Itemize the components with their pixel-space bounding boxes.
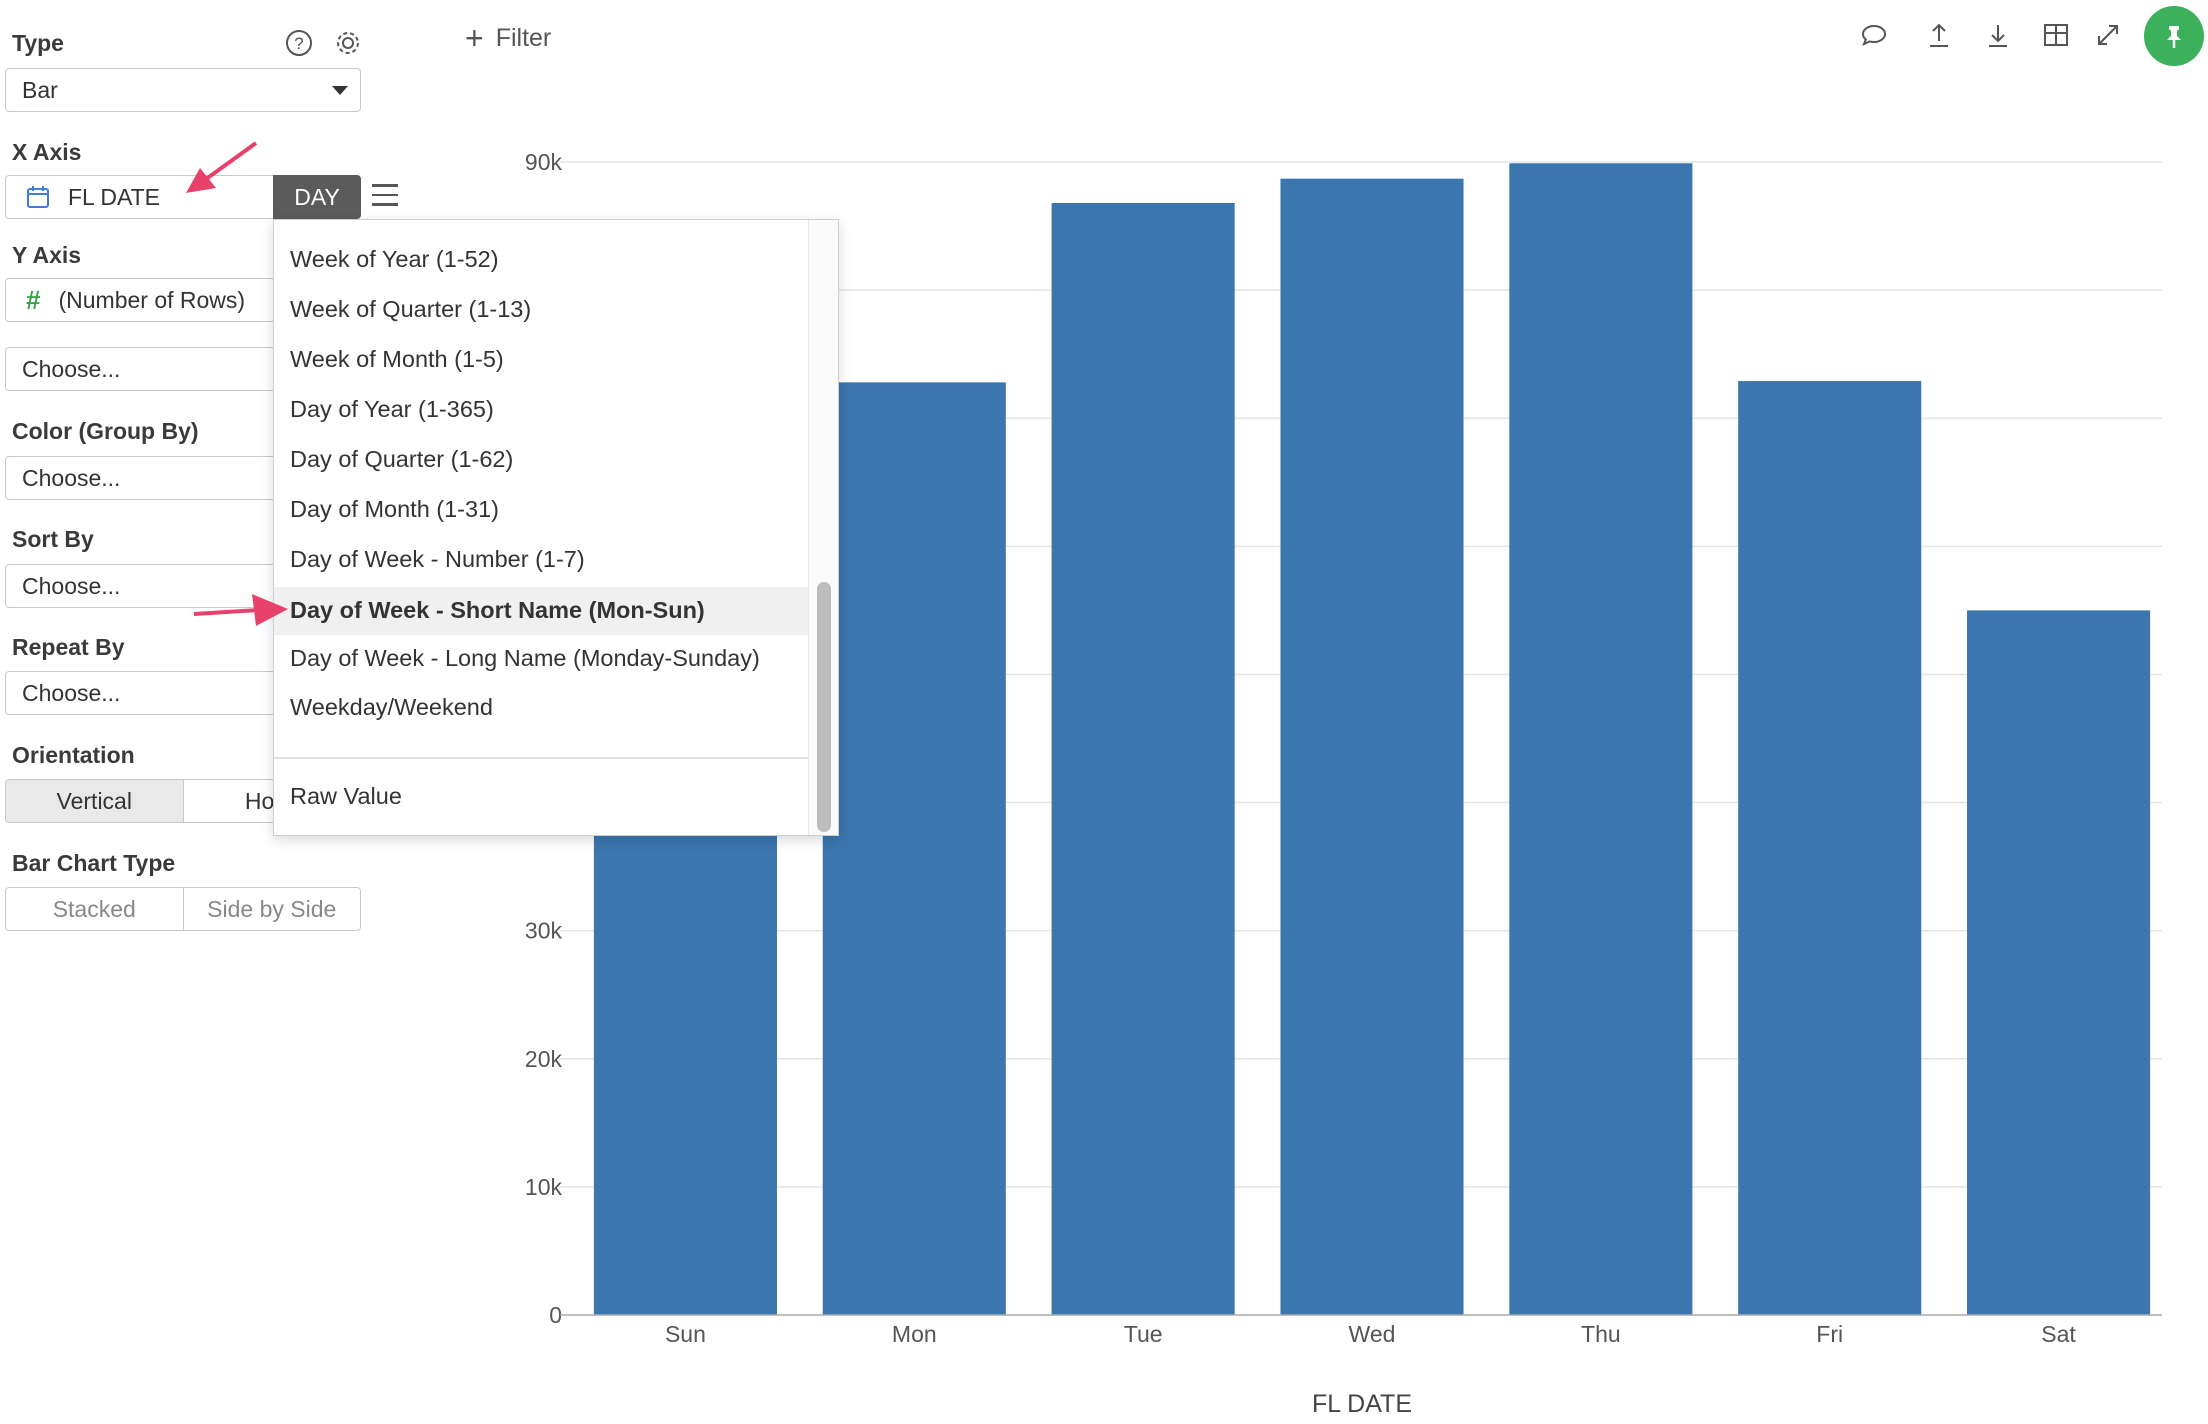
- x-tick-label: Thu: [1581, 1321, 1621, 1347]
- svg-text:?: ?: [294, 34, 303, 53]
- dropdown-item[interactable]: Week of Month (1-5): [290, 346, 504, 372]
- x-tick-label: Tue: [1124, 1321, 1163, 1347]
- orientation-label: Orientation: [12, 742, 135, 768]
- y-axis-second-select[interactable]: Choose...: [5, 347, 295, 391]
- dropdown-item-raw-value[interactable]: Raw Value: [290, 783, 402, 809]
- color-group-select[interactable]: Choose...: [5, 456, 295, 500]
- repeat-by-value: Choose...: [22, 679, 121, 706]
- dropdown-partial-item: Week of Year: [290, 220, 429, 225]
- dropdown-item[interactable]: Weekday/Weekend: [290, 694, 493, 720]
- bar-fri[interactable]: [1738, 381, 1922, 1315]
- annotation-arrow-selected-item: [193, 594, 288, 626]
- x-tick-label: Mon: [892, 1321, 937, 1347]
- type-select[interactable]: Bar: [5, 68, 361, 112]
- y-tick-label: 30k: [525, 918, 563, 944]
- gear-icon[interactable]: [333, 28, 363, 58]
- y-axis-column-select[interactable]: # (Number of Rows): [5, 278, 275, 322]
- x-axis-column-select[interactable]: FL DATE: [5, 175, 273, 219]
- download-icon[interactable]: [1981, 18, 2015, 52]
- dropdown-item[interactable]: Day of Month (1-31): [290, 496, 499, 522]
- dropdown-item[interactable]: Week of Quarter (1-13): [290, 296, 532, 322]
- type-select-value: Bar: [22, 76, 58, 103]
- dropdown-divider: [274, 757, 808, 759]
- bar-mon[interactable]: [822, 382, 1006, 1316]
- dropdown-item[interactable]: Day of Quarter (1-62): [290, 446, 514, 472]
- type-label: Type: [12, 30, 64, 56]
- x-tick-label: Sat: [2041, 1321, 2076, 1347]
- filter-label: Filter: [495, 24, 552, 52]
- color-group-label: Color (Group By): [12, 418, 199, 444]
- dropdown-item[interactable]: Day of Year (1-365): [290, 396, 494, 422]
- x-tick-label: Sun: [665, 1321, 706, 1347]
- y-tick-label: 20k: [525, 1046, 563, 1072]
- dropdown-item[interactable]: Day of Week - Long Name (Monday-Sunday): [290, 645, 760, 671]
- bar-chart-type-label: Bar Chart Type: [12, 850, 176, 876]
- upload-icon[interactable]: [1922, 18, 1956, 52]
- expand-icon[interactable]: [2091, 18, 2125, 52]
- help-icon[interactable]: ?: [284, 28, 314, 58]
- table-icon[interactable]: [2039, 18, 2073, 52]
- x-axis-label: X Axis: [12, 139, 82, 165]
- x-axis-ticks: Sun Mon Tue Wed Thu Fri Sat: [665, 1321, 2076, 1347]
- dropdown-scrollbar-thumb[interactable]: [817, 582, 831, 832]
- date-unit-button[interactable]: DAY: [273, 175, 361, 219]
- y-tick-label: 0: [549, 1302, 562, 1328]
- bar-thu[interactable]: [1509, 163, 1693, 1315]
- x-axis-column-value: FL DATE: [68, 183, 161, 210]
- x-tick-label: Fri: [1816, 1321, 1843, 1347]
- pin-icon[interactable]: [2144, 6, 2204, 66]
- dropdown-item[interactable]: Week of Year (1-52): [290, 246, 499, 272]
- sort-by-label: Sort By: [12, 526, 94, 552]
- dropdown-item[interactable]: Day of Week - Number (1-7): [290, 546, 585, 572]
- dropdown-selected-highlight: [274, 587, 808, 635]
- x-axis-title: FL DATE: [1312, 1390, 1412, 1418]
- bar-tue[interactable]: [1051, 202, 1235, 1315]
- repeat-by-label: Repeat By: [12, 634, 125, 660]
- y-axis-second-value: Choose...: [22, 355, 121, 382]
- bar-type-stacked-option[interactable]: Stacked: [52, 895, 136, 922]
- sort-by-select[interactable]: Choose...: [5, 564, 295, 608]
- annotation-arrow-x-axis: [186, 141, 258, 193]
- color-group-value: Choose...: [22, 464, 121, 491]
- y-axis-column-value: (Number of Rows): [58, 286, 246, 313]
- comment-icon[interactable]: [1857, 18, 1891, 52]
- bar-type-side-by-side-option[interactable]: Side by Side: [182, 888, 361, 930]
- y-tick-label: 10k: [525, 1174, 563, 1200]
- y-tick-label: 90k: [525, 149, 563, 175]
- hash-icon: #: [26, 284, 41, 315]
- add-filter-button[interactable]: + Filter: [465, 20, 551, 57]
- y-axis-label: Y Axis: [12, 242, 82, 268]
- calendar-icon: [27, 186, 49, 208]
- sort-by-value: Choose...: [22, 572, 121, 599]
- date-unit-dropdown: Week of Year Week of Year (1-52) Week of…: [273, 219, 839, 836]
- repeat-by-select[interactable]: Choose...: [5, 671, 295, 715]
- chevron-down-icon: [332, 86, 348, 95]
- hamburger-menu-icon[interactable]: [372, 184, 398, 206]
- bar-chart-type-toggle: Stacked Side by Side: [5, 887, 361, 931]
- plus-icon: +: [465, 20, 484, 56]
- dropdown-item-selected[interactable]: Day of Week - Short Name (Mon-Sun): [290, 597, 705, 623]
- x-tick-label: Wed: [1349, 1321, 1396, 1347]
- orientation-vertical-option[interactable]: Vertical: [6, 780, 183, 822]
- chart-config-panel: Type ? Bar X Axis FL DATE DAY Y Axis # (…: [0, 0, 398, 1424]
- bar-wed[interactable]: [1280, 178, 1464, 1316]
- bar-sat[interactable]: [1967, 610, 2151, 1315]
